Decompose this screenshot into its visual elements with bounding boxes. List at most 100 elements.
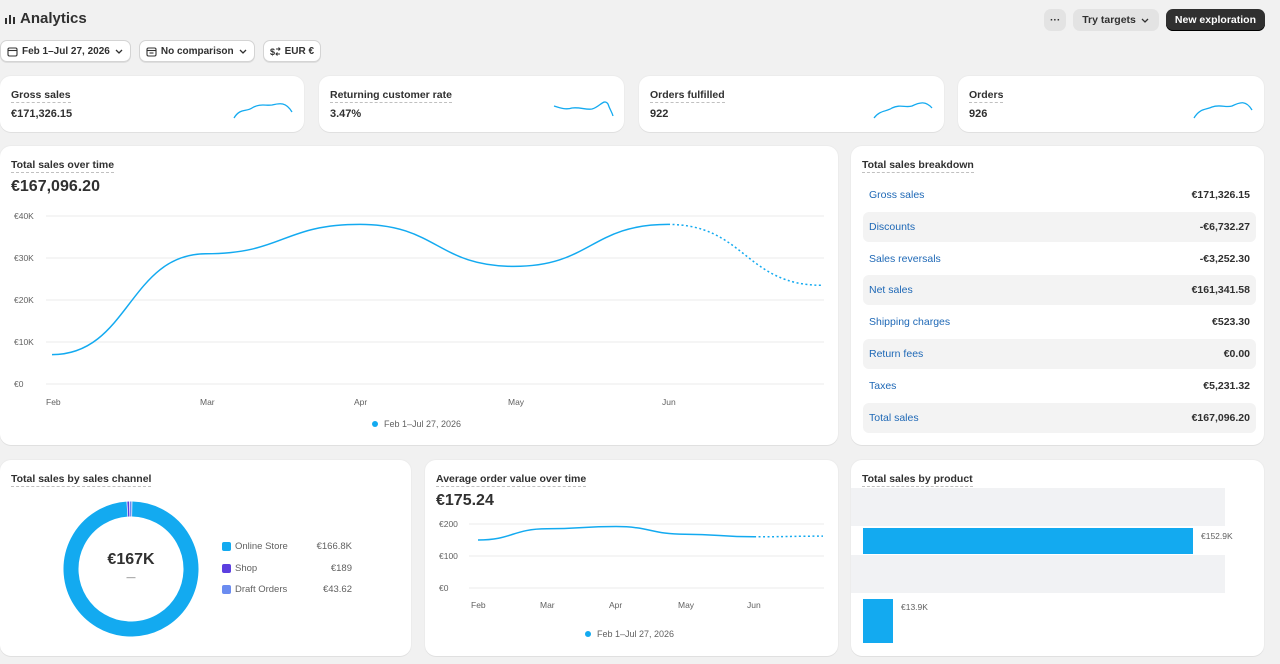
total-sales-value: €167,096.20 (11, 178, 100, 195)
x-tick-label: Jun (747, 600, 761, 610)
metric-value: 926 (969, 108, 988, 120)
try-targets-button[interactable]: Try targets (1073, 9, 1159, 31)
date-range-label: Feb 1–Jul 27, 2026 (22, 45, 110, 57)
metric-card-gross-sales[interactable]: Gross sales €171,326.15 (0, 76, 304, 132)
channel-name: Draft Orders (235, 584, 288, 595)
try-targets-label: Try targets (1082, 14, 1136, 26)
donut-slice[interactable] (63, 501, 199, 637)
sales-by-product-card: Total sales by product €152.9K €13.9K (851, 460, 1264, 656)
sales-channel-donut (63, 501, 199, 637)
currency-exchange-icon: $ (270, 47, 281, 57)
bar-data-label: €13.9K (901, 602, 928, 612)
breakdown-row-label[interactable]: Gross sales (869, 189, 925, 201)
total-sales-over-time-card: Total sales over time €167,096.20 €0 €10K… (0, 146, 838, 445)
legend-dot (585, 631, 591, 637)
metric-value: €171,326.15 (11, 108, 73, 120)
avg-order-value: €175.24 (436, 492, 494, 509)
calendar-compare-icon (146, 46, 157, 57)
comparison-label: No comparison (160, 45, 234, 57)
breakdown-row-label[interactable]: Taxes (869, 379, 897, 392)
date-range-picker[interactable]: Feb 1–Jul 27, 2026 (0, 40, 131, 62)
channel-legend-row: Online Store €166.8K (222, 541, 352, 552)
breakdown-row-value: -€6,732.27 (1199, 220, 1250, 233)
sparkline (1193, 102, 1253, 119)
total-sales-breakdown-card: Total sales breakdown Gross sales €171,32… (851, 146, 1264, 445)
breakdown-row-value: €523.30 (1212, 316, 1250, 329)
breakdown-row-value: €5,231.32 (1203, 379, 1250, 392)
channel-value: €189 (330, 562, 352, 574)
y-tick-label: €10K (14, 337, 34, 347)
metric-card-returning-customer-rate[interactable]: Returning customer rate 3.47% (319, 76, 624, 132)
x-tick-label: Apr (609, 600, 622, 610)
chart-legend: Feb 1–Jul 27, 2026 (585, 629, 674, 639)
breakdown-row[interactable]: Shipping charges €523.30 (863, 307, 1256, 337)
x-tick-label: Apr (354, 397, 367, 407)
donut-center-value: €167K (107, 551, 155, 568)
chevron-down-icon (239, 49, 247, 54)
y-tick-label: €40K (14, 211, 34, 221)
channel-legend-row: Draft Orders €43.62 (222, 584, 352, 595)
metric-value: 922 (650, 108, 669, 120)
breakdown-row-label[interactable]: Total sales (869, 411, 919, 424)
currency-picker[interactable]: $ EUR € (262, 40, 322, 62)
x-tick-label: May (508, 397, 525, 407)
y-tick-label: €20K (14, 295, 34, 305)
x-tick-label: Jun (662, 397, 676, 407)
channel-swatch (222, 563, 231, 573)
metric-value: 3.47% (330, 108, 362, 120)
channel-legend-row: Shop €189 (222, 563, 352, 574)
channel-swatch (222, 542, 231, 551)
x-tick-label: Mar (540, 600, 555, 610)
currency-label: EUR € (284, 45, 315, 57)
avg-order-value-card: Average order value over time €175.24 €0… (425, 460, 838, 656)
x-tick-label: Feb (471, 600, 486, 610)
breakdown-row[interactable]: Sales reversals -€3,252.30 (863, 244, 1256, 274)
sparkline (233, 103, 293, 119)
filter-bar: Feb 1–Jul 27, 2026 No comparison $ EUR € (0, 40, 322, 62)
bar-track (851, 555, 1225, 593)
analytics-icon (5, 14, 15, 24)
legend-dot (372, 421, 378, 427)
breakdown-row[interactable]: Gross sales €171,326.15 (863, 180, 1256, 210)
breakdown-row-value: €0.00 (1223, 348, 1250, 360)
breakdown-row[interactable]: Discounts -€6,732.27 (863, 211, 1256, 242)
series-line-projected (667, 223, 823, 287)
avg-order-value-chart: €0 €100 €200 Feb Mar Apr May Jun (439, 519, 824, 610)
svg-text:$: $ (270, 47, 275, 57)
x-tick-label: May (678, 600, 695, 610)
series-line (477, 525, 755, 541)
breakdown-row[interactable]: Return fees €0.00 (863, 339, 1256, 369)
new-exploration-button[interactable]: New exploration (1165, 9, 1265, 31)
metric-label: Orders fulfilled (650, 89, 725, 103)
product-bar[interactable] (863, 528, 1193, 554)
metric-card-orders-fulfilled[interactable]: Orders fulfilled 922 (639, 76, 944, 132)
y-tick-label: €100 (439, 551, 458, 561)
calendar-icon (7, 46, 18, 57)
breakdown-row-label[interactable]: Sales reversals (869, 252, 941, 265)
series-line (51, 223, 669, 356)
x-tick-label: Mar (200, 397, 215, 407)
metric-card-orders[interactable]: Orders 926 (958, 76, 1264, 132)
sales-over-time-chart: €0 €10K €20K €30K €40K Feb Mar Apr May Jun (14, 211, 824, 407)
breakdown-row[interactable]: Taxes €5,231.32 (863, 371, 1256, 401)
breakdown-row-value: €167,096.20 (1191, 411, 1250, 424)
y-tick-label: €0 (439, 583, 449, 593)
product-bar[interactable] (863, 599, 893, 643)
legend-label: Feb 1–Jul 27, 2026 (597, 629, 675, 639)
donut-center-sub: — (126, 572, 136, 582)
metric-label: Gross sales (11, 89, 71, 103)
card-title: Total sales over time (11, 159, 115, 173)
breakdown-row-label[interactable]: Net sales (869, 284, 913, 297)
breakdown-row-label[interactable]: Discounts (869, 220, 916, 233)
y-tick-label: €200 (439, 519, 458, 529)
channel-value: €43.62 (322, 584, 352, 595)
comparison-picker[interactable]: No comparison (138, 40, 255, 62)
breakdown-row[interactable]: Total sales €167,096.20 (863, 402, 1256, 433)
card-title: Total sales breakdown (862, 159, 974, 173)
metric-label: Returning customer rate (330, 89, 452, 103)
breakdown-row-label[interactable]: Shipping charges (869, 316, 951, 329)
sales-by-product-chart: €152.9K €13.9K (851, 488, 1233, 643)
breakdown-row-label[interactable]: Return fees (869, 348, 924, 360)
more-actions-button[interactable]: ··· (1044, 9, 1067, 31)
breakdown-row[interactable]: Net sales €161,341.58 (863, 275, 1256, 306)
